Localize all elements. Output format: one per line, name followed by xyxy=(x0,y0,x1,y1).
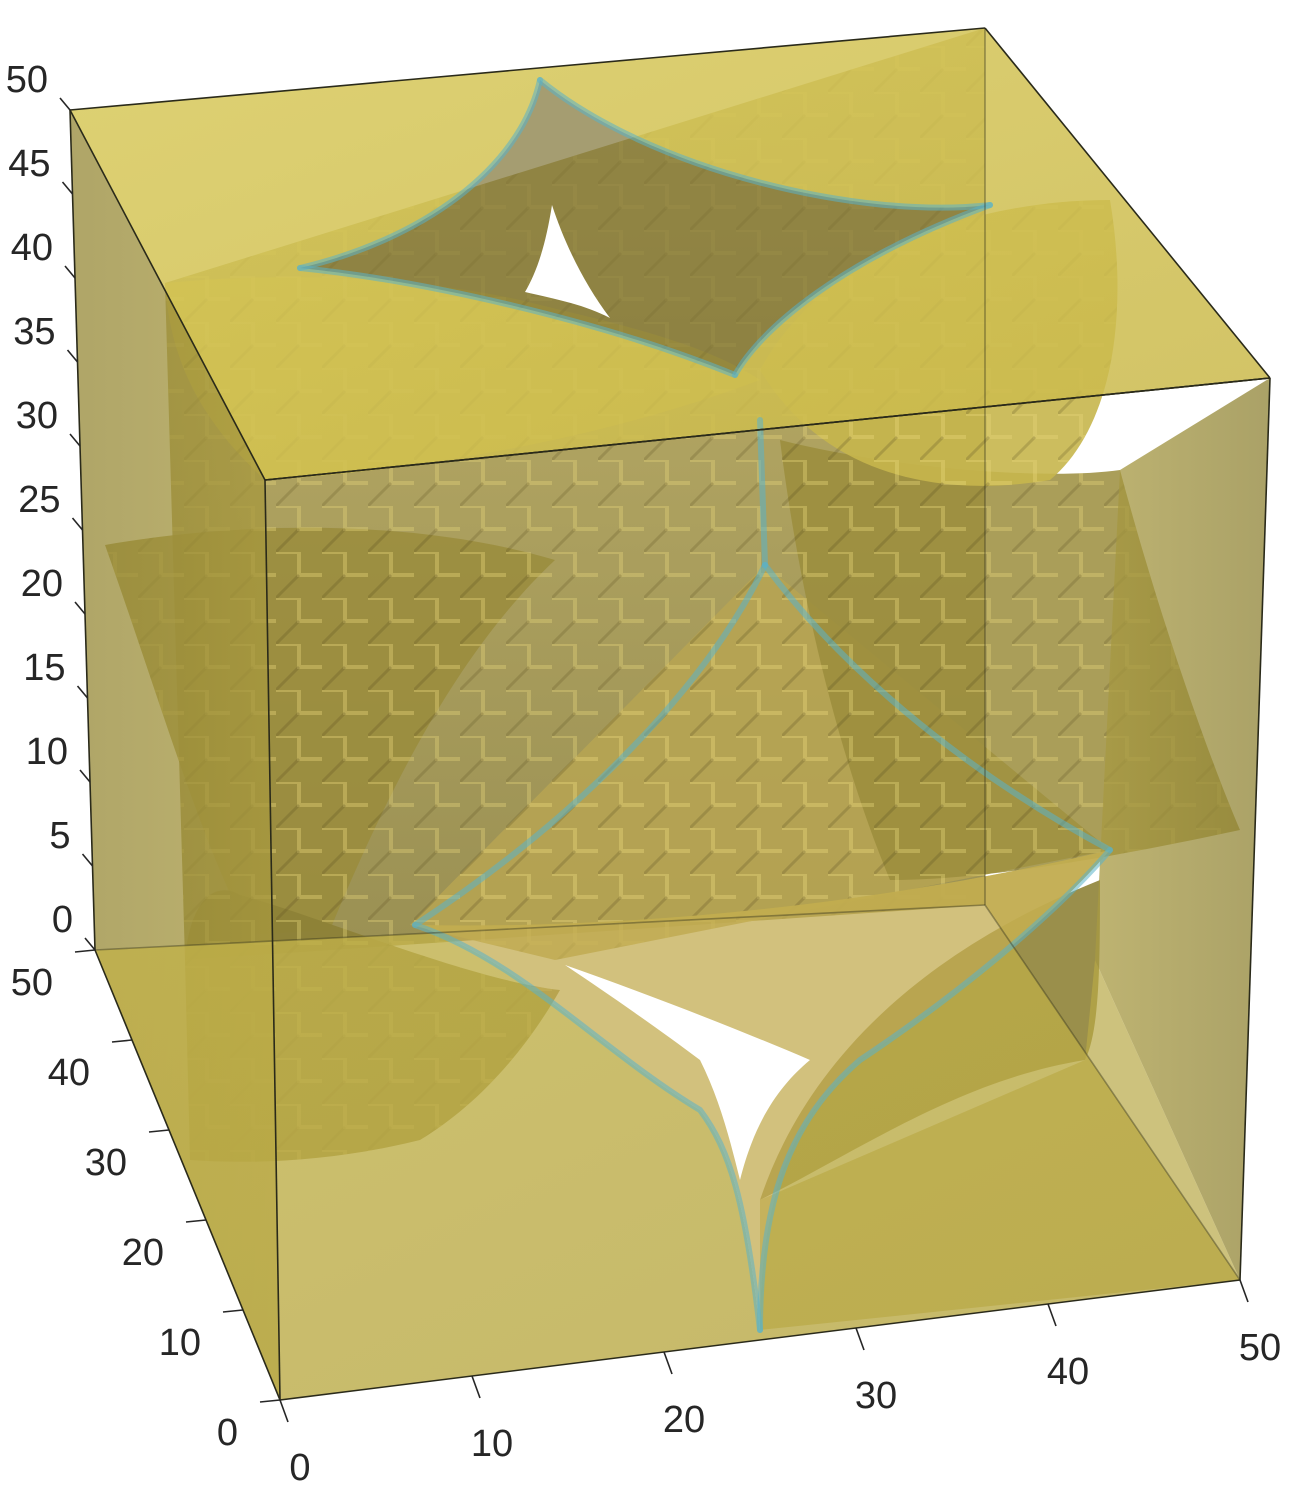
z-tick-mark xyxy=(74,601,86,615)
x-tick-label: 40 xyxy=(1047,1351,1089,1393)
z-tick-mark xyxy=(61,181,74,195)
y-tick-mark xyxy=(111,1039,133,1043)
bottom-hole xyxy=(565,965,810,1180)
cube-bottom-face xyxy=(95,850,1240,1400)
box-edge xyxy=(94,949,281,1401)
x-tick-label: 0 xyxy=(289,1447,310,1489)
y-tick-mark xyxy=(185,1219,207,1223)
x-tick-mark xyxy=(1239,1279,1249,1303)
x-tick-mark xyxy=(1047,1303,1057,1327)
x-tick-mark xyxy=(471,1375,481,1399)
y-tick-label: 50 xyxy=(11,962,53,1004)
glow-top-bottom-left xyxy=(297,265,738,378)
z-tick-label: 0 xyxy=(52,899,73,941)
x-tick-mark xyxy=(855,1327,865,1351)
glow-vertical-spine xyxy=(757,417,768,568)
glow-bottom-left xyxy=(412,922,763,1333)
top-cusp-pocket xyxy=(300,80,990,375)
cube-top-face xyxy=(70,28,1270,480)
top-hole xyxy=(525,205,610,318)
z-tick-mark xyxy=(79,769,91,783)
glow-top-left xyxy=(297,77,543,271)
box-edge xyxy=(1239,377,1271,1281)
x-tick-label: 30 xyxy=(855,1375,897,1417)
y-tick-mark xyxy=(74,949,96,953)
glow-top-bottom-right xyxy=(732,202,993,378)
y-tick-mark xyxy=(222,1309,244,1313)
box-edge xyxy=(984,27,1271,379)
cube-shell xyxy=(70,28,1270,1400)
box-edge xyxy=(94,904,986,951)
y-tick-label: 10 xyxy=(159,1322,201,1364)
glow-top-right xyxy=(537,77,993,211)
cube-right-face xyxy=(1095,378,1270,1280)
y-tick-mark xyxy=(148,1129,170,1133)
z-tick-mark xyxy=(69,433,81,447)
z-tick-mark xyxy=(71,517,84,531)
z-tick-label: 30 xyxy=(16,395,58,437)
z-tick-mark xyxy=(64,265,76,279)
x-axis: 0 10 20 30 40 50 xyxy=(279,1279,1281,1489)
glow-bottom-right xyxy=(757,847,1113,1333)
z-tick-mark xyxy=(76,685,89,699)
box-edge xyxy=(264,377,1271,481)
z-tick-mark xyxy=(66,349,79,363)
x-tick-mark xyxy=(279,1399,289,1423)
box-edge xyxy=(279,1279,1241,1401)
y-tick-label: 20 xyxy=(122,1232,164,1274)
z-tick-mark xyxy=(84,937,96,951)
z-tick-label: 40 xyxy=(11,227,53,269)
z-tick-label: 5 xyxy=(49,815,70,857)
y-tick-label: 40 xyxy=(48,1052,90,1094)
z-tick-label: 35 xyxy=(13,311,55,353)
box-edge xyxy=(69,27,986,111)
x-tick-label: 20 xyxy=(663,1399,705,1441)
x-tick-label: 10 xyxy=(471,1423,513,1465)
z-tick-label: 20 xyxy=(21,563,63,605)
z-tick-label: 50 xyxy=(6,59,48,101)
z-tick-label: 25 xyxy=(18,479,60,521)
z-tick-mark xyxy=(81,853,94,867)
box-edge xyxy=(264,479,281,1401)
y-tick-label: 0 xyxy=(217,1412,238,1454)
x-tick-label: 50 xyxy=(1239,1327,1281,1369)
y-axis: 0 10 20 30 40 50 xyxy=(11,949,281,1454)
z-tick-mark xyxy=(59,97,71,111)
box-edge xyxy=(69,109,266,481)
z-tick-label: 10 xyxy=(26,731,68,773)
y-tick-mark xyxy=(259,1399,281,1403)
glow-diamond-left xyxy=(412,562,768,928)
axes-box xyxy=(69,27,1271,1401)
cusp-edge-glow xyxy=(297,77,1113,1333)
y-tick-label: 30 xyxy=(85,1142,127,1184)
z-tick-label: 45 xyxy=(8,143,50,185)
z-tick-label: 15 xyxy=(23,647,65,689)
z-axis: 0 5 10 15 20 25 30 35 40 45 50 xyxy=(6,59,96,951)
glow-diamond-right xyxy=(762,562,1113,853)
x-tick-mark xyxy=(663,1351,673,1375)
box-edge xyxy=(984,904,1241,1281)
